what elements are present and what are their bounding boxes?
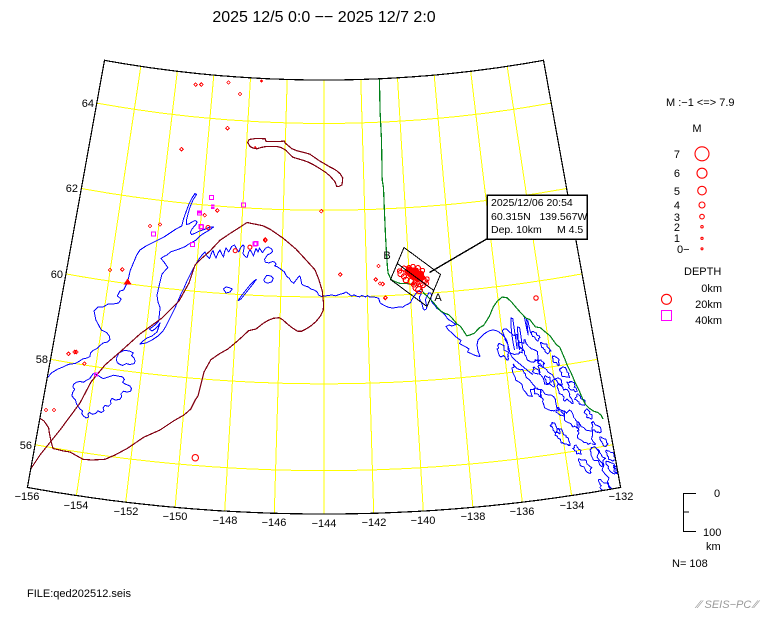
svg-text:40km: 40km [695,315,722,327]
svg-text:M: M [692,123,701,135]
svg-text:A: A [434,292,442,304]
svg-text:−152: −152 [114,506,139,518]
svg-text:2: 2 [674,222,680,234]
svg-text:−150: −150 [163,511,188,523]
svg-text:−136: −136 [510,506,535,518]
svg-text:FILE:qed202512.seis: FILE:qed202512.seis [27,588,131,600]
svg-text:20km: 20km [695,299,722,311]
svg-text:1: 1 [674,233,680,245]
svg-text:−156: −156 [15,491,40,503]
svg-text:58: 58 [36,354,48,366]
svg-text:N= 108: N= 108 [672,558,708,570]
svg-text:5: 5 [674,186,680,198]
svg-text:−142: −142 [362,517,387,529]
svg-text:B: B [383,250,390,262]
svg-text:0−: 0− [677,244,690,256]
svg-text:100: 100 [703,527,721,539]
svg-text:60: 60 [51,269,63,281]
svg-text:2025/12/06 20:54: 2025/12/06 20:54 [491,197,573,209]
svg-text:km: km [706,541,721,553]
svg-text:−146: −146 [262,517,287,529]
svg-text:6: 6 [674,168,680,180]
svg-text:7: 7 [674,149,680,161]
svg-text:DEPTH: DEPTH [684,266,721,278]
svg-text:−144: −144 [312,518,337,530]
svg-text:56: 56 [20,440,32,452]
svg-text:64: 64 [82,98,94,110]
svg-text:−154: −154 [64,500,89,512]
svg-text:2025 12/5 0:0 −− 2025 12/7 2:0: 2025 12/5 0:0 −− 2025 12/7 2:0 [212,9,435,26]
svg-text:3: 3 [674,212,680,224]
svg-text:M 4.5: M 4.5 [557,224,583,236]
svg-text:−140: −140 [411,515,436,527]
svg-text:Dep. 10km: Dep. 10km [491,224,542,236]
svg-text:−132: −132 [609,491,634,503]
svg-text:4: 4 [674,200,680,212]
svg-text:−148: −148 [213,515,238,527]
svg-text:60.315N 139.567W: 60.315N 139.567W [491,211,587,223]
svg-text:−134: −134 [560,500,585,512]
svg-text:∕∕ SEIS−PC ∕∕: ∕∕ SEIS−PC ∕∕ [695,599,761,611]
svg-text:62: 62 [66,183,78,195]
svg-text:0km: 0km [701,283,722,295]
svg-text:M :−1 <=> 7.9: M :−1 <=> 7.9 [666,97,735,109]
svg-text:−138: −138 [461,511,486,523]
svg-text:0: 0 [714,488,720,500]
